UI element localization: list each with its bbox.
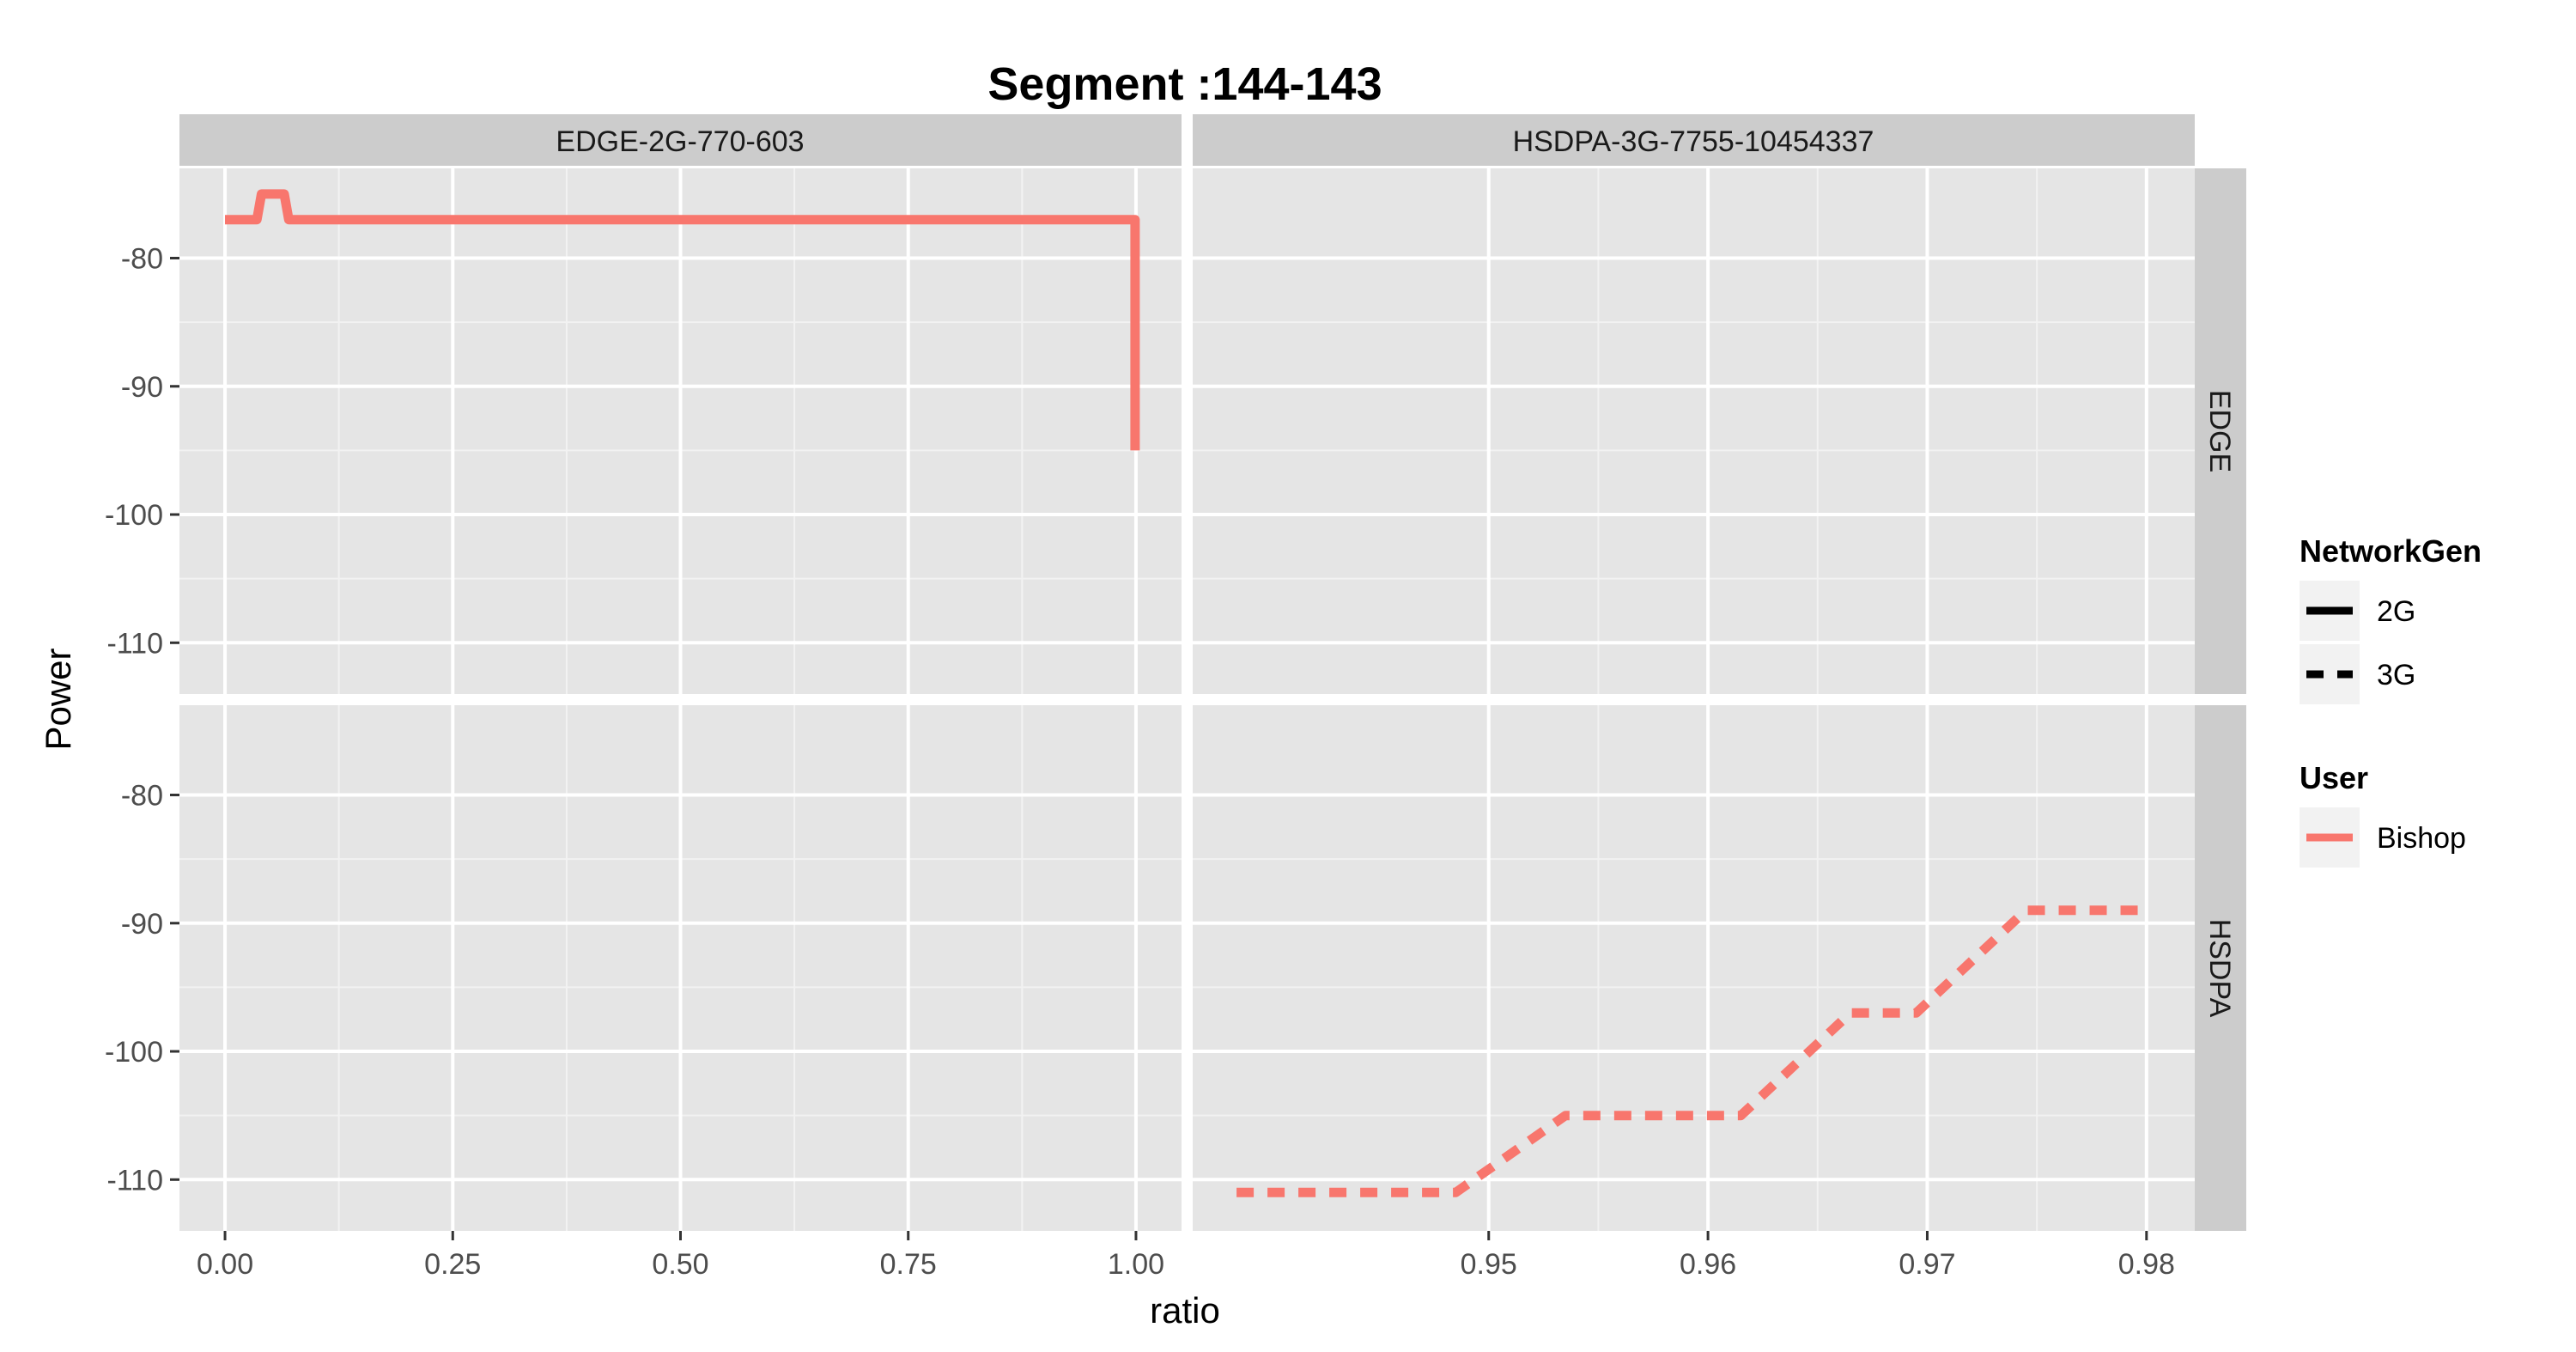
x-tick-label: 1.00 — [1108, 1248, 1164, 1281]
series-line-bishop-2g — [225, 189, 1140, 451]
x-tick-label: 0.96 — [1680, 1248, 1736, 1281]
y-tick-label: -90 — [121, 371, 163, 404]
chart-title: Segment :144-143 — [987, 58, 1382, 110]
legend-title-user: User — [2300, 760, 2368, 795]
panel-0-1 — [1193, 168, 2195, 694]
legend-label-2g: 2G — [2377, 595, 2415, 628]
y-tick-label: -110 — [106, 627, 163, 660]
x-tick-label: 0.00 — [197, 1248, 253, 1281]
x-axis-title: ratio — [1150, 1290, 1220, 1331]
panel-1-0 — [179, 705, 1182, 1231]
y-tick-label: -110 — [106, 1164, 163, 1197]
x-axes: 0.00 0.25 0.50 0.75 1.00 0.95 0.96 0.97 0.98 — [197, 1231, 2175, 1281]
strip-label-edge-2g: EDGE-2G-770-603 — [556, 125, 804, 158]
panel-background — [1193, 705, 2195, 1231]
panel-1-1 — [1193, 705, 2195, 1231]
y-axes: -80 -90 -100 -110 -80 -90 -100 -110 — [105, 242, 179, 1197]
strip-right-top — [2195, 168, 2246, 694]
strip-label-hsdpa-3g: HSDPA-3G-7755-10454337 — [1513, 125, 1874, 158]
legend-label-3g: 3G — [2377, 659, 2415, 691]
strip-label-edge-row: EDGE — [2203, 390, 2236, 472]
strip-top-right — [1193, 114, 2195, 166]
x-tick-label: 0.75 — [880, 1248, 937, 1281]
y-axis-title: Power — [38, 648, 78, 750]
y-tick-label: -100 — [105, 1036, 163, 1069]
series-line-bishop-3g — [1236, 905, 2151, 1197]
panel-0-0 — [179, 168, 1182, 694]
strip-label-hsdpa-row: HSDPA — [2203, 919, 2236, 1018]
strip-top-left — [179, 114, 1182, 166]
x-tick-label: 0.50 — [652, 1248, 708, 1281]
legend-label-bishop: Bishop — [2377, 822, 2466, 855]
y-tick-label: -100 — [105, 499, 163, 532]
panels — [179, 168, 2195, 1231]
x-tick-label: 0.97 — [1899, 1248, 1955, 1281]
y-tick-label: -90 — [121, 908, 163, 941]
x-tick-label: 0.25 — [424, 1248, 481, 1281]
strip-right-bottom — [2195, 705, 2246, 1231]
x-tick-label: 0.95 — [1461, 1248, 1517, 1281]
x-tick-label: 0.98 — [2118, 1248, 2175, 1281]
y-tick-label: -80 — [121, 779, 163, 812]
y-tick-label: -80 — [121, 242, 163, 275]
legend: NetworkGen 2G 3G User Bishop — [2300, 533, 2482, 868]
legend-title-networkgen: NetworkGen — [2300, 533, 2482, 569]
panel-background — [1193, 168, 2195, 694]
